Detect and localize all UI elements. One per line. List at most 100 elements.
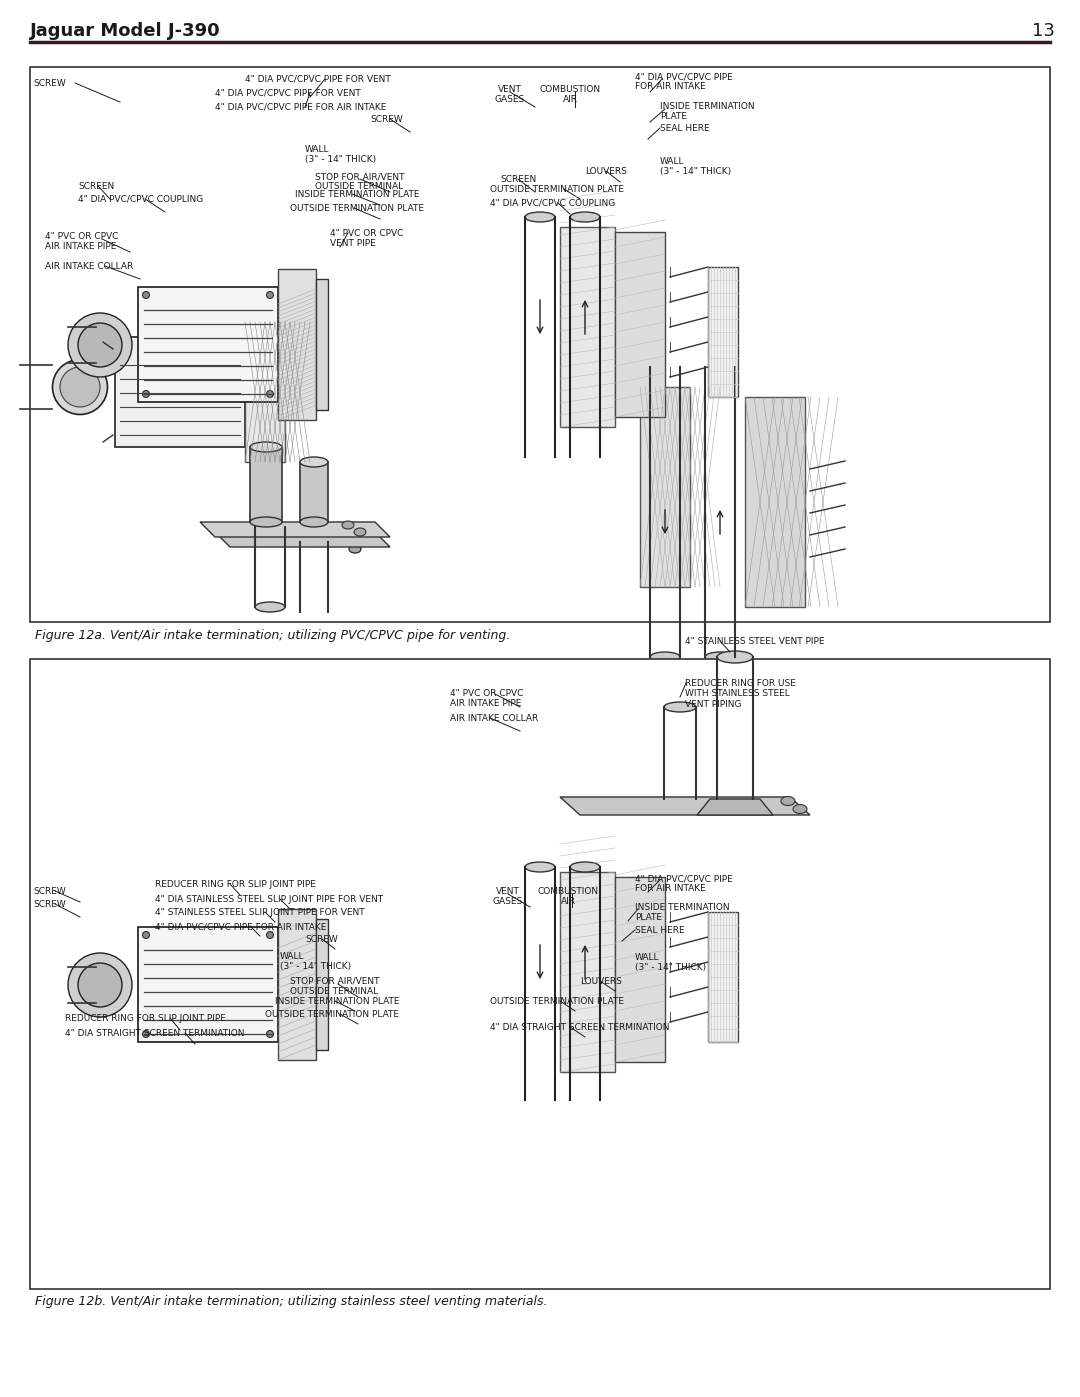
Text: VENT
GASES: VENT GASES	[492, 887, 523, 907]
Text: OUTSIDE TERMINATION PLATE: OUTSIDE TERMINATION PLATE	[291, 204, 424, 212]
Text: 4" DIA PVC/CPVC COUPLING: 4" DIA PVC/CPVC COUPLING	[78, 196, 203, 204]
Text: 4" PVC OR CPVC
AIR INTAKE PIPE: 4" PVC OR CPVC AIR INTAKE PIPE	[450, 689, 524, 708]
Text: Jaguar Model J-390: Jaguar Model J-390	[30, 22, 220, 41]
Text: 4" STAINLESS STEEL VENT PIPE: 4" STAINLESS STEEL VENT PIPE	[685, 637, 824, 645]
Text: 4" DIA STRAIGHT SCREEN TERMINATION: 4" DIA STRAIGHT SCREEN TERMINATION	[490, 1023, 670, 1032]
Ellipse shape	[781, 796, 795, 806]
Ellipse shape	[267, 292, 273, 299]
Polygon shape	[561, 798, 810, 814]
Ellipse shape	[143, 932, 149, 939]
Text: 4" DIA STRAIGHT SCREEN TERMINATION: 4" DIA STRAIGHT SCREEN TERMINATION	[65, 1030, 244, 1038]
Text: STOP FOR AIR/VENT
OUTSIDE TERMINAL: STOP FOR AIR/VENT OUTSIDE TERMINAL	[291, 977, 379, 996]
Bar	[249, 447, 282, 522]
Ellipse shape	[354, 528, 366, 536]
Text: SEAL HERE: SEAL HERE	[660, 124, 710, 133]
Text: Figure 12a. Vent/Air intake termination; utilizing PVC/CPVC pipe for venting.: Figure 12a. Vent/Air intake termination;…	[35, 629, 510, 643]
Ellipse shape	[342, 521, 354, 529]
Text: 4" DIA PVC/CPVC PIPE FOR AIR INTAKE: 4" DIA PVC/CPVC PIPE FOR AIR INTAKE	[215, 102, 387, 110]
Text: INSIDE TERMINATION PLATE: INSIDE TERMINATION PLATE	[275, 997, 400, 1006]
Bar	[708, 267, 738, 397]
Bar	[138, 286, 278, 402]
Ellipse shape	[255, 602, 285, 612]
Text: INSIDE TERMINATION PLATE: INSIDE TERMINATION PLATE	[295, 190, 419, 198]
Ellipse shape	[349, 545, 361, 553]
Ellipse shape	[143, 292, 149, 299]
Text: LOUVERS: LOUVERS	[585, 168, 626, 176]
Bar	[138, 928, 278, 1042]
Ellipse shape	[525, 862, 555, 872]
Text: 13: 13	[1032, 22, 1055, 41]
Text: 4" DIA PVC/CPVC PIPE
FOR AIR INTAKE: 4" DIA PVC/CPVC PIPE FOR AIR INTAKE	[635, 73, 732, 91]
Text: 4" DIA PVC/CPVC PIPE FOR VENT: 4" DIA PVC/CPVC PIPE FOR VENT	[215, 89, 361, 98]
Ellipse shape	[664, 703, 696, 712]
Text: 4" PVC OR CPVC
AIR INTAKE PIPE: 4" PVC OR CPVC AIR INTAKE PIPE	[45, 232, 119, 251]
Bar	[300, 462, 328, 522]
Ellipse shape	[793, 805, 807, 813]
Text: VENT
GASES: VENT GASES	[495, 85, 525, 105]
Text: INSIDE TERMINATION
PLATE: INSIDE TERMINATION PLATE	[635, 902, 730, 922]
Ellipse shape	[525, 212, 555, 222]
Bar	[561, 226, 615, 427]
Text: SCREW: SCREW	[33, 900, 66, 909]
Text: WALL
(3" - 14" THICK): WALL (3" - 14" THICK)	[635, 953, 706, 972]
Ellipse shape	[267, 932, 273, 939]
Bar	[114, 337, 245, 447]
Text: OUTSIDE TERMINATION PLATE: OUTSIDE TERMINATION PLATE	[490, 184, 624, 194]
Bar	[316, 279, 328, 409]
Ellipse shape	[570, 212, 600, 222]
Ellipse shape	[53, 359, 108, 415]
Text: SCREW: SCREW	[33, 887, 66, 895]
Text: 4" PVC OR CPVC
VENT PIPE: 4" PVC OR CPVC VENT PIPE	[330, 229, 403, 249]
Ellipse shape	[60, 367, 100, 407]
Ellipse shape	[143, 391, 149, 398]
Ellipse shape	[334, 538, 346, 546]
Text: 4" STAINLESS STEEL SLIP JOINT PIPE FOR VENT: 4" STAINLESS STEEL SLIP JOINT PIPE FOR V…	[156, 908, 365, 916]
Text: Figure 12b. Vent/Air intake termination; utilizing stainless steel venting mater: Figure 12b. Vent/Air intake termination;…	[35, 1295, 548, 1308]
Text: OUTSIDE TERMINATION PLATE: OUTSIDE TERMINATION PLATE	[490, 997, 624, 1006]
Ellipse shape	[267, 1031, 273, 1038]
Text: SCREW: SCREW	[370, 115, 403, 124]
Text: INSIDE TERMINATION
PLATE: INSIDE TERMINATION PLATE	[660, 102, 755, 122]
Ellipse shape	[300, 538, 328, 546]
Bar	[245, 321, 285, 462]
Text: 4" DIA PVC/CPVC COUPLING: 4" DIA PVC/CPVC COUPLING	[490, 198, 616, 208]
Text: COMBUSTION
AIR: COMBUSTION AIR	[539, 85, 600, 105]
Text: 4" DIA STAINLESS STEEL SLIP JOINT PIPE FOR VENT: 4" DIA STAINLESS STEEL SLIP JOINT PIPE F…	[156, 895, 383, 904]
Text: 4" DIA PVC/CPVC PIPE FOR VENT: 4" DIA PVC/CPVC PIPE FOR VENT	[245, 75, 391, 84]
Ellipse shape	[68, 313, 132, 377]
Text: OUTSIDE TERMINATION PLATE: OUTSIDE TERMINATION PLATE	[265, 1010, 399, 1018]
Polygon shape	[697, 799, 773, 814]
Text: LOUVERS: LOUVERS	[580, 977, 622, 986]
Ellipse shape	[68, 953, 132, 1017]
Text: SEAL HERE: SEAL HERE	[635, 926, 685, 935]
Text: COMBUSTION
AIR: COMBUSTION AIR	[538, 887, 598, 907]
Ellipse shape	[650, 652, 680, 662]
Ellipse shape	[267, 391, 273, 398]
Polygon shape	[200, 522, 390, 536]
Text: SCREW: SCREW	[305, 935, 338, 944]
Ellipse shape	[78, 323, 122, 367]
Polygon shape	[210, 527, 390, 548]
Bar	[708, 912, 738, 1042]
Text: 4" DIA PVC/CPVC PIPE
FOR AIR INTAKE: 4" DIA PVC/CPVC PIPE FOR AIR INTAKE	[635, 875, 732, 894]
Ellipse shape	[570, 862, 600, 872]
Bar	[615, 232, 665, 416]
Text: WALL
(3" - 14" THICK): WALL (3" - 14" THICK)	[280, 951, 351, 971]
Bar	[745, 397, 805, 608]
Bar	[561, 872, 615, 1071]
Text: AIR INTAKE COLLAR: AIR INTAKE COLLAR	[450, 714, 538, 724]
Text: WALL
(3" - 14" THICK): WALL (3" - 14" THICK)	[305, 145, 376, 165]
Ellipse shape	[143, 1031, 149, 1038]
Bar	[30, 67, 1050, 622]
Text: SCREEN: SCREEN	[78, 182, 114, 191]
Ellipse shape	[249, 517, 282, 527]
Ellipse shape	[78, 963, 122, 1007]
Bar	[640, 387, 690, 587]
Ellipse shape	[717, 651, 753, 664]
Bar	[278, 909, 316, 1060]
Bar	[615, 877, 665, 1062]
Text: REDUCER RING FOR SLIP JOINT PIPE: REDUCER RING FOR SLIP JOINT PIPE	[156, 880, 315, 888]
Text: REDUCER RING FOR USE
WITH STAINLESS STEEL
VENT PIPING: REDUCER RING FOR USE WITH STAINLESS STEE…	[685, 679, 796, 708]
Text: WALL
(3" - 14" THICK): WALL (3" - 14" THICK)	[660, 156, 731, 176]
Bar	[30, 659, 1050, 1289]
